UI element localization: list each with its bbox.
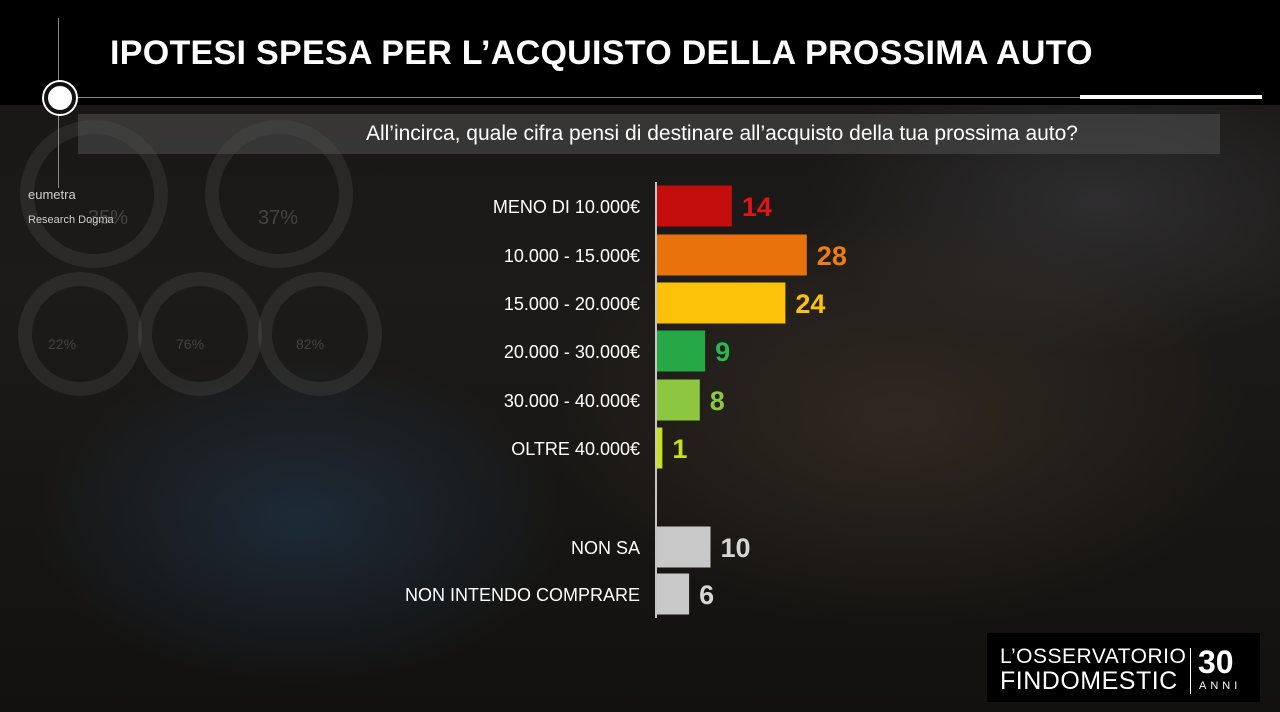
bar bbox=[657, 330, 706, 372]
data-label: 6 bbox=[699, 580, 714, 610]
question-text: All’incirca, quale cifra pensi di destin… bbox=[365, 122, 1078, 145]
bar bbox=[657, 282, 786, 324]
brand-separator bbox=[1190, 648, 1191, 694]
data-label: 9 bbox=[715, 337, 730, 367]
bar bbox=[657, 379, 700, 421]
background-percent: 82% bbox=[296, 336, 325, 352]
page-title: IPOTESI SPESA PER L’ACQUISTO DELLA PROSS… bbox=[110, 34, 1093, 72]
question-bar bbox=[78, 114, 1220, 154]
background-percent: 76% bbox=[176, 336, 205, 352]
background-percent: 35% bbox=[88, 207, 129, 229]
data-label: 14 bbox=[742, 192, 772, 222]
data-label: 10 bbox=[721, 533, 751, 563]
category-label: NON SA bbox=[571, 538, 640, 558]
category-label: 10.000 - 15.000€ bbox=[504, 246, 640, 266]
category-label: 15.000 - 20.000€ bbox=[504, 294, 640, 314]
bar bbox=[657, 526, 711, 568]
background-percent: 37% bbox=[258, 207, 299, 229]
data-label: 1 bbox=[672, 434, 687, 464]
accent-line bbox=[1080, 95, 1262, 99]
category-label: 30.000 - 40.000€ bbox=[504, 391, 640, 411]
bar bbox=[657, 185, 732, 227]
category-label: MENO DI 10.000€ bbox=[493, 197, 640, 217]
header-bar bbox=[0, 0, 1280, 105]
bar bbox=[657, 573, 690, 615]
anniversary-number: 30 bbox=[1198, 644, 1234, 680]
category-label: NON INTENDO COMPRARE bbox=[405, 585, 640, 605]
data-label: 24 bbox=[795, 289, 825, 319]
research-dogma-logo: Research Dogma bbox=[28, 214, 114, 226]
timeline-dot bbox=[44, 82, 76, 114]
brand-name-line2: FINDOMESTIC bbox=[1000, 667, 1178, 695]
category-label: OLTRE 40.000€ bbox=[511, 439, 640, 459]
data-label: 28 bbox=[817, 241, 847, 271]
bar bbox=[657, 234, 807, 276]
eumetra-logo: eumetra bbox=[28, 187, 76, 202]
bar bbox=[657, 427, 663, 469]
category-label: 20.000 - 30.000€ bbox=[504, 342, 640, 362]
background-percent: 22% bbox=[48, 336, 77, 352]
brand-box bbox=[987, 633, 1260, 702]
data-label: 8 bbox=[710, 386, 725, 416]
divider-horizontal bbox=[70, 97, 1260, 98]
brand-name-line1: L’OSSERVATORIO bbox=[1000, 645, 1187, 668]
anniversary-word: ANNI bbox=[1199, 680, 1242, 692]
